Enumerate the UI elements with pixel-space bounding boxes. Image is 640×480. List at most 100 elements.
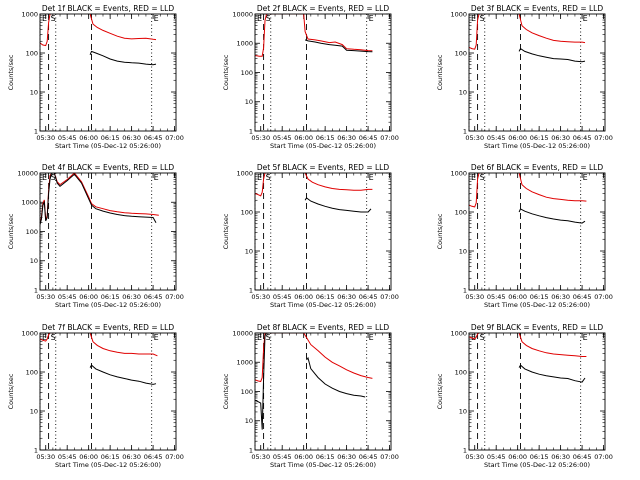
- y-tick-label: 100: [241, 208, 253, 216]
- x-axis-label: Start Time (05-Dec-12 05:26:00): [270, 461, 376, 469]
- chart-panel-det-1f: Det 1f BLACK = Events, RED = LLD 1 10 100 10…: [7, 4, 184, 150]
- x-axis-label: Start Time (05-Dec-12 05:26:00): [270, 301, 376, 309]
- marker-label-E: E: [583, 333, 588, 342]
- series-line-red: [255, 173, 373, 197]
- marker-label-E: E: [257, 14, 262, 23]
- plot-frame: [39, 13, 177, 132]
- x-tick-label: 06:30: [337, 453, 356, 461]
- marker-label-S: S: [480, 14, 485, 23]
- y-tick-label: 10: [245, 247, 253, 255]
- chart-title: Det 4f BLACK = Events, RED = LLD: [42, 163, 175, 172]
- y-tick-label: 10: [245, 98, 253, 106]
- x-tick-label: 06:00: [294, 293, 313, 301]
- x-tick-label: 06:00: [508, 134, 527, 142]
- x-tick-label: 06:45: [359, 453, 378, 461]
- series-line-black: [304, 39, 373, 53]
- x-tick-label: 06:45: [573, 453, 592, 461]
- y-tick-label: 1: [249, 446, 253, 454]
- y-tick-label: 1000: [236, 40, 253, 48]
- y-tick-label: 10: [459, 247, 467, 255]
- x-tick-label: 06:45: [573, 293, 592, 301]
- series-line-black: [518, 364, 586, 383]
- y-axis-label: Counts/sec: [7, 373, 15, 409]
- y-tick-label: 1000: [21, 329, 38, 337]
- y-tick-label: 1: [249, 127, 253, 135]
- marker-label-E: E: [257, 333, 262, 342]
- x-tick-label: 07:00: [594, 134, 613, 142]
- y-tick-label: 1000: [450, 10, 467, 18]
- x-tick-label: 06:15: [101, 453, 120, 461]
- x-tick-label: 07:00: [165, 293, 184, 301]
- x-axis-label: Start Time (05-Dec-12 05:26:00): [55, 461, 161, 469]
- chart-title: Det 9f BLACK = Events, RED = LLD: [471, 323, 604, 332]
- y-tick-label: 1: [463, 127, 467, 135]
- y-tick-label: 10: [30, 407, 38, 415]
- y-tick-label: 1: [34, 286, 38, 294]
- x-axis-label: Start Time (05-Dec-12 05:26:00): [484, 301, 590, 309]
- marker-label-S: S: [51, 173, 56, 182]
- y-tick-label: 100: [26, 228, 38, 236]
- chart-panel-det-3f: Det 3f BLACK = Events, RED = LLD 1 10 100 10…: [436, 4, 613, 150]
- chart-title: Det 7f BLACK = Events, RED = LLD: [42, 323, 175, 332]
- plot-frame: [468, 332, 606, 451]
- x-tick-label: 05:30: [465, 453, 484, 461]
- x-tick-label: 06:30: [122, 453, 141, 461]
- x-tick-label: 06:00: [79, 134, 98, 142]
- x-tick-label: 05:30: [251, 293, 270, 301]
- marker-label-E: E: [471, 333, 476, 342]
- series-line-red: [40, 14, 157, 47]
- y-tick-label: 100: [455, 368, 467, 376]
- y-axis-label: Counts/sec: [436, 373, 444, 409]
- plot-frame: [254, 13, 392, 132]
- x-tick-label: 06:45: [359, 134, 378, 142]
- chart-title: Det 1f BLACK = Events, RED = LLD: [42, 4, 175, 13]
- series-line-red: [469, 14, 586, 50]
- marker-label-E: E: [42, 14, 47, 23]
- marker-label-E: E: [154, 333, 159, 342]
- series-line-black: [89, 364, 157, 385]
- series-line-black: [304, 197, 372, 213]
- marker-label-S: S: [266, 333, 271, 342]
- x-tick-label: 05:30: [465, 293, 484, 301]
- plot-frame: [468, 172, 606, 291]
- x-tick-label: 05:45: [58, 293, 77, 301]
- y-axis-label: Counts/sec: [222, 54, 230, 90]
- marker-label-E: E: [369, 14, 374, 23]
- x-tick-label: 06:00: [294, 134, 313, 142]
- y-tick-label: 10: [459, 88, 467, 96]
- chart-title: Det 3f BLACK = Events, RED = LLD: [471, 4, 604, 13]
- x-tick-label: 05:45: [273, 453, 292, 461]
- x-tick-label: 05:30: [36, 134, 55, 142]
- x-tick-label: 06:30: [337, 134, 356, 142]
- marker-label-S: S: [266, 14, 271, 23]
- x-tick-label: 05:30: [36, 453, 55, 461]
- y-tick-label: 1000: [21, 199, 38, 207]
- series-line-black: [40, 173, 157, 225]
- y-tick-label: 100: [241, 69, 253, 77]
- plot-frame: [39, 172, 177, 291]
- y-tick-label: 1: [34, 127, 38, 135]
- chart-panel-det-8f: Det 8f BLACK = Events, RED = LLD 1 10 100 10…: [222, 323, 399, 469]
- x-tick-label: 06:00: [79, 453, 98, 461]
- plot-frame: [254, 172, 392, 291]
- y-tick-label: 1: [34, 446, 38, 454]
- chart-title: Det 5f BLACK = Events, RED = LLD: [257, 163, 390, 172]
- x-axis-label: Start Time (05-Dec-12 05:26:00): [484, 461, 590, 469]
- x-tick-label: 05:45: [58, 134, 77, 142]
- x-tick-label: 05:45: [58, 453, 77, 461]
- series-line-black: [518, 47, 586, 63]
- x-tick-label: 07:00: [165, 134, 184, 142]
- x-tick-label: 06:15: [101, 293, 120, 301]
- chart-panel-det-5f: Det 5f BLACK = Events, RED = LLD 1 10 100 10…: [222, 163, 399, 309]
- y-tick-label: 10: [30, 257, 38, 265]
- x-tick-label: 07:00: [594, 453, 613, 461]
- x-tick-label: 06:15: [530, 134, 549, 142]
- plot-frame: [254, 332, 392, 451]
- series-line-red: [40, 173, 159, 225]
- x-tick-label: 06:45: [573, 134, 592, 142]
- marker-label-E: E: [369, 173, 374, 182]
- chart-title: Det 2f BLACK = Events, RED = LLD: [257, 4, 390, 13]
- x-tick-label: 06:15: [530, 293, 549, 301]
